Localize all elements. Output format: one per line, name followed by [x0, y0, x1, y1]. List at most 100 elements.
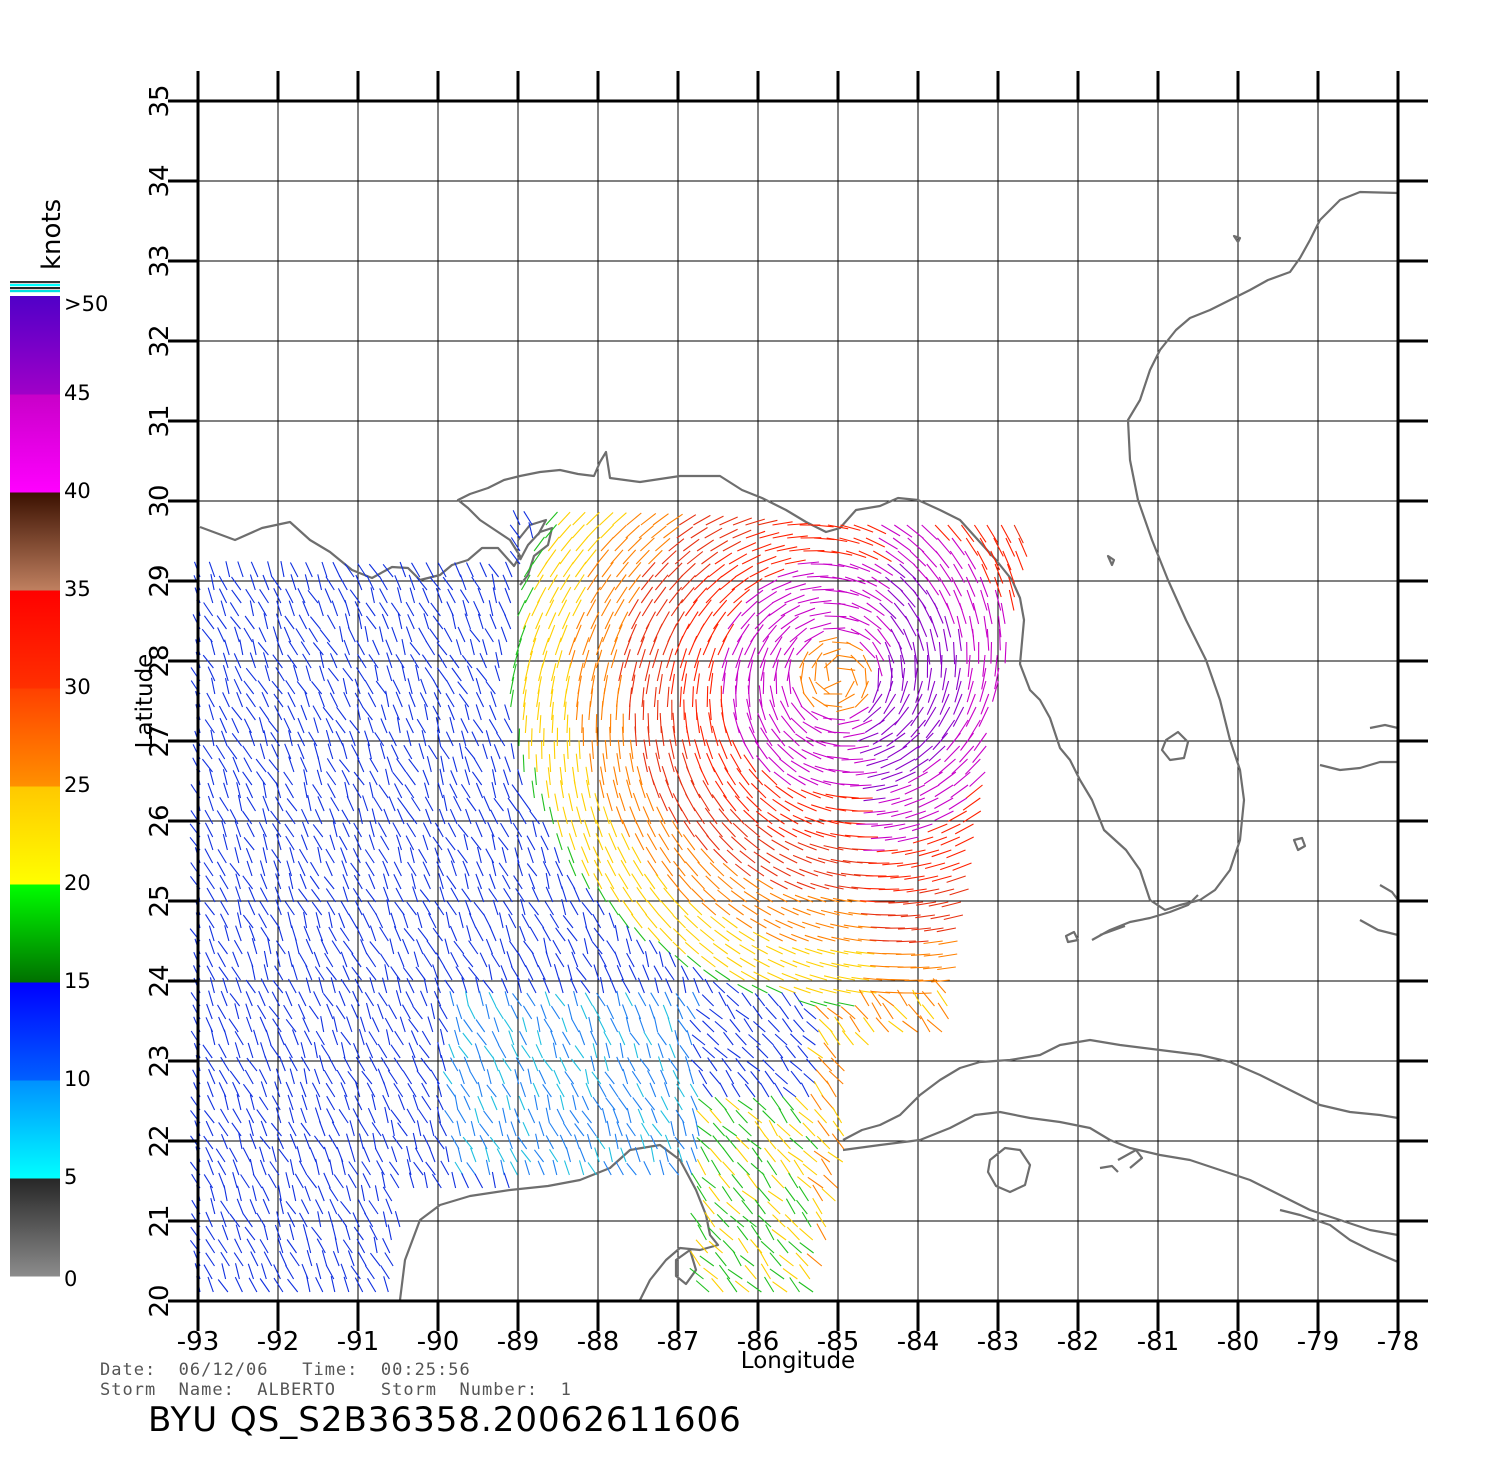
- wind-barb: [549, 806, 555, 825]
- wind-barb: [800, 789, 821, 799]
- wind-barb: [377, 1003, 384, 1020]
- wind-barb: [588, 1016, 593, 1033]
- wind-barb: [780, 715, 796, 734]
- wind-barb: [746, 712, 755, 734]
- wind-barb: [693, 807, 705, 825]
- wind-barb: [625, 766, 631, 786]
- wind-barb: [421, 654, 433, 669]
- wind-barb: [292, 665, 299, 682]
- wind-barb: [588, 624, 597, 643]
- wind-barb: [580, 846, 589, 864]
- wind-barb: [556, 1108, 565, 1124]
- wind-barb: [789, 1137, 804, 1150]
- wind-barb: [646, 833, 658, 851]
- wind-barb: [202, 654, 214, 669]
- wind-barb: [638, 648, 646, 669]
- wind-barb: [795, 1252, 809, 1267]
- wind-barb: [757, 838, 775, 851]
- wind-barb: [368, 654, 379, 669]
- wind-barb: [502, 574, 510, 591]
- wind-barb: [696, 820, 709, 838]
- wind-barb: [714, 1020, 728, 1033]
- wind-barb: [527, 1108, 536, 1124]
- wind-barb: [549, 913, 560, 929]
- wind-barb: [964, 758, 981, 775]
- wind-barb: [795, 618, 815, 630]
- wind-barb: [553, 740, 556, 760]
- wind-barb: [482, 639, 488, 656]
- wind-barb: [396, 587, 402, 604]
- wind-barb: [473, 600, 481, 617]
- wind-barb: [491, 769, 497, 786]
- wind-barb: [362, 913, 371, 929]
- wind-barb: [558, 977, 564, 994]
- wind-barb: [854, 1031, 869, 1046]
- wind-barb: [436, 667, 448, 682]
- wind-barb: [697, 1125, 712, 1137]
- wind-barb: [565, 662, 572, 682]
- wind-barb: [258, 627, 267, 643]
- wind-barb: [786, 867, 805, 877]
- wind-barb: [417, 927, 429, 942]
- wind-barb: [581, 1110, 592, 1124]
- wind-barb: [919, 888, 940, 894]
- wind-barb: [498, 1069, 505, 1085]
- wind-barb: [325, 718, 334, 734]
- wind-barb: [574, 1123, 585, 1137]
- wind-barb: [301, 821, 309, 838]
- wind-barb: [780, 615, 799, 630]
- wind-barb: [217, 627, 225, 643]
- wind-barb: [243, 680, 255, 695]
- wind-barb: [245, 979, 256, 994]
- wind-barb: [734, 565, 754, 578]
- wind-barb: [300, 834, 308, 851]
- wind-barb: [517, 809, 527, 825]
- wind-barb: [859, 745, 882, 754]
- wind-barb: [576, 611, 585, 630]
- wind-barb: [808, 642, 824, 656]
- wind-barb: [382, 873, 389, 890]
- wind-barb: [229, 1147, 238, 1163]
- wind-barb: [796, 881, 816, 890]
- wind-barb: [818, 818, 840, 825]
- wind-barb: [637, 977, 645, 994]
- wind-barb: [275, 1068, 282, 1085]
- wind-barb: [573, 779, 579, 799]
- wind-barb: [317, 574, 323, 591]
- wind-barb: [832, 1106, 843, 1124]
- wind-barb: [691, 686, 694, 708]
- wind-barb: [772, 1214, 786, 1228]
- wind-barb: [978, 706, 989, 727]
- wind-barb: [892, 537, 912, 552]
- wind-barb: [719, 528, 738, 539]
- wind-barb: [575, 536, 589, 552]
- wind-barb: [723, 1031, 734, 1046]
- wind-barb: [809, 843, 830, 851]
- wind-barb: [457, 1109, 467, 1124]
- x-tick-label: -93: [177, 1327, 219, 1357]
- wind-barb: [788, 672, 792, 695]
- wind-barb: [659, 1159, 665, 1176]
- wind-barb: [245, 1003, 252, 1020]
- wind-barb: [408, 574, 416, 591]
- wind-barb: [584, 1068, 589, 1085]
- wind-barb: [277, 1185, 282, 1202]
- wind-barb: [792, 572, 814, 578]
- wind-barb: [679, 1044, 690, 1059]
- wind-barb: [916, 628, 925, 651]
- wind-barb: [745, 589, 764, 604]
- wind-barb: [600, 536, 614, 552]
- wind-barb: [917, 615, 928, 638]
- wind-barb: [492, 1056, 499, 1072]
- wind-barb: [422, 861, 431, 877]
- colorbar-band: [10, 394, 60, 493]
- wind-barb: [660, 1110, 670, 1124]
- wind-barb: [240, 1174, 250, 1189]
- wind-barb: [231, 589, 242, 604]
- wind-barb: [416, 912, 423, 929]
- wind-barb: [356, 704, 361, 721]
- wind-barb: [395, 990, 402, 1007]
- wind-barb: [764, 1134, 777, 1150]
- wind-barb: [381, 1133, 389, 1150]
- wind-barb: [581, 859, 590, 877]
